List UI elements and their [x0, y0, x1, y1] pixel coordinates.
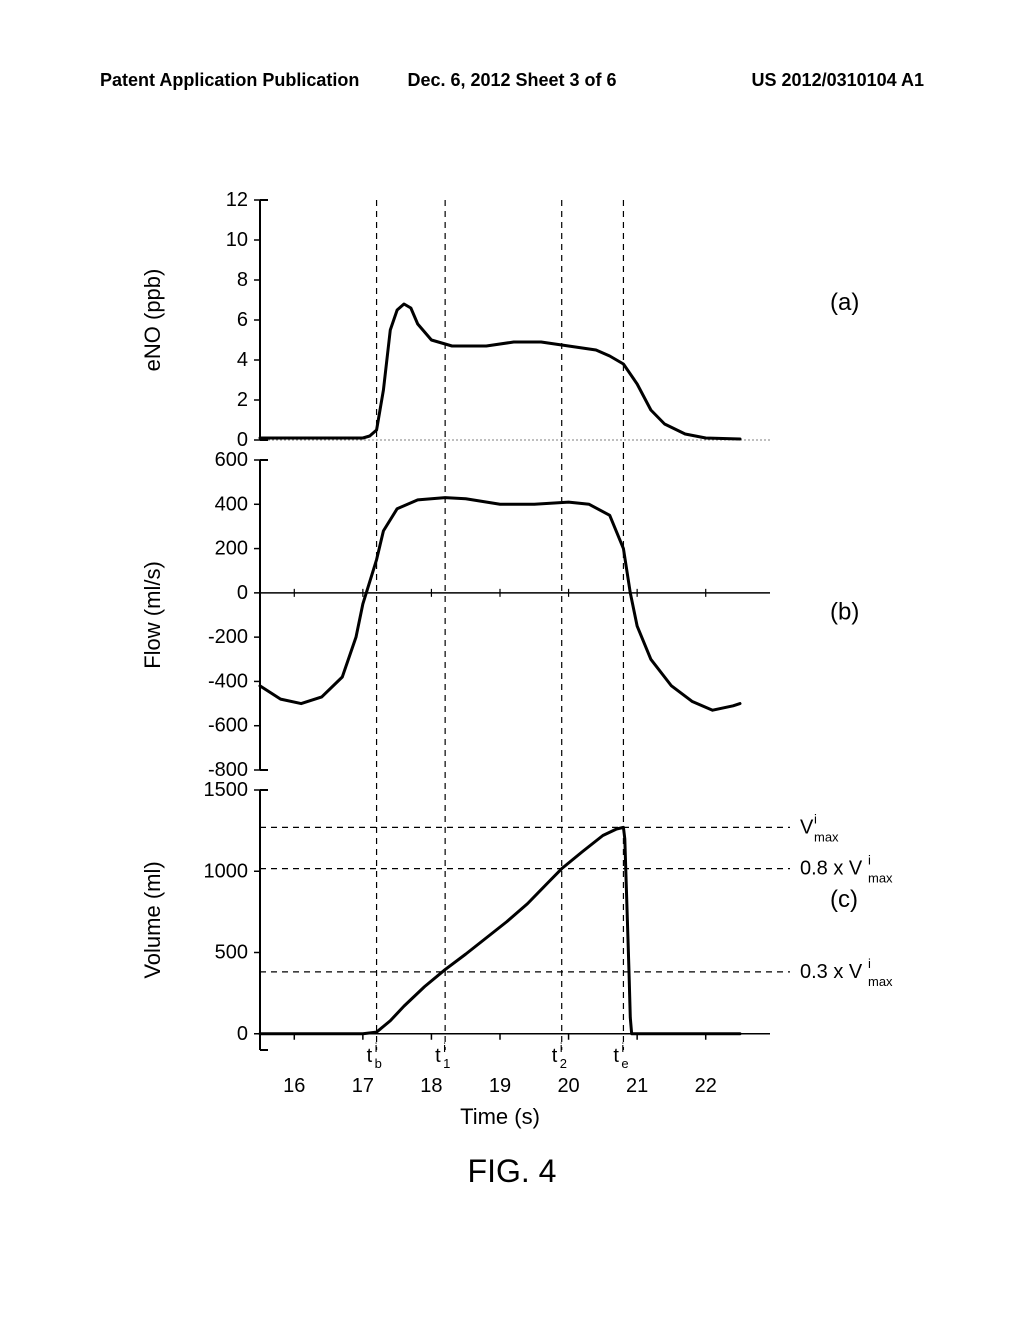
- svg-text:i: i: [814, 811, 817, 826]
- page-header: Patent Application Publication Dec. 6, 2…: [0, 70, 1024, 91]
- svg-text:10: 10: [226, 229, 248, 251]
- chart-svg: 024681012eNO (ppb)(a)-800-600-400-200020…: [120, 180, 900, 1200]
- svg-text:(b): (b): [830, 598, 859, 625]
- svg-text:-200: -200: [208, 626, 248, 648]
- svg-text:0.3 x V: 0.3 x V: [800, 961, 863, 983]
- svg-text:t: t: [552, 1045, 558, 1067]
- svg-text:Flow (ml/s): Flow (ml/s): [140, 561, 165, 669]
- svg-text:i: i: [560, 1040, 563, 1055]
- svg-text:max: max: [868, 871, 893, 886]
- svg-text:(a): (a): [830, 289, 859, 316]
- svg-text:17: 17: [352, 1075, 374, 1097]
- svg-text:2: 2: [237, 389, 248, 411]
- svg-text:1000: 1000: [204, 860, 249, 882]
- header-left: Patent Application Publication: [100, 70, 359, 91]
- svg-text:12: 12: [226, 189, 248, 211]
- svg-text:8: 8: [237, 269, 248, 291]
- svg-text:e: e: [621, 1056, 628, 1071]
- svg-text:1500: 1500: [204, 779, 249, 801]
- svg-text:22: 22: [695, 1075, 717, 1097]
- svg-text:0: 0: [237, 1023, 248, 1045]
- header-right: US 2012/0310104 A1: [752, 70, 924, 91]
- svg-text:t: t: [367, 1045, 373, 1067]
- svg-text:20: 20: [557, 1075, 579, 1097]
- svg-text:i: i: [868, 853, 871, 868]
- svg-text:600: 600: [215, 449, 248, 471]
- svg-text:21: 21: [626, 1075, 648, 1097]
- svg-text:0: 0: [237, 582, 248, 604]
- svg-text:1: 1: [443, 1056, 450, 1071]
- svg-text:4: 4: [237, 349, 248, 371]
- svg-text:Time (s): Time (s): [460, 1104, 540, 1129]
- svg-text:500: 500: [215, 942, 248, 964]
- svg-text:(c): (c): [830, 886, 858, 913]
- svg-text:16: 16: [283, 1075, 305, 1097]
- header-center: Dec. 6, 2012 Sheet 3 of 6: [407, 70, 616, 91]
- svg-text:i: i: [868, 956, 871, 971]
- svg-text:max: max: [814, 829, 839, 844]
- svg-text:-600: -600: [208, 715, 248, 737]
- svg-text:i: i: [375, 1040, 378, 1055]
- svg-text:i: i: [443, 1040, 446, 1055]
- svg-text:max: max: [868, 974, 893, 989]
- svg-text:t: t: [435, 1045, 441, 1067]
- svg-text:-400: -400: [208, 670, 248, 692]
- svg-text:19: 19: [489, 1075, 511, 1097]
- page: Patent Application Publication Dec. 6, 2…: [0, 0, 1024, 1320]
- svg-text:t: t: [613, 1045, 619, 1067]
- svg-text:18: 18: [420, 1075, 442, 1097]
- svg-text:0.8 x V: 0.8 x V: [800, 858, 863, 880]
- svg-text:2: 2: [560, 1056, 567, 1071]
- svg-text:V: V: [800, 816, 814, 838]
- svg-text:eNO (ppb): eNO (ppb): [140, 269, 165, 372]
- svg-text:-800: -800: [208, 759, 248, 781]
- svg-text:6: 6: [237, 309, 248, 331]
- svg-text:0: 0: [237, 429, 248, 451]
- svg-text:200: 200: [215, 538, 248, 560]
- chart-container: 024681012eNO (ppb)(a)-800-600-400-200020…: [120, 180, 900, 1200]
- svg-text:400: 400: [215, 493, 248, 515]
- svg-text:b: b: [375, 1056, 382, 1071]
- svg-text:Volume (ml): Volume (ml): [140, 861, 165, 978]
- figure-label: FIG. 4: [468, 1153, 557, 1190]
- svg-text:i: i: [621, 1040, 624, 1055]
